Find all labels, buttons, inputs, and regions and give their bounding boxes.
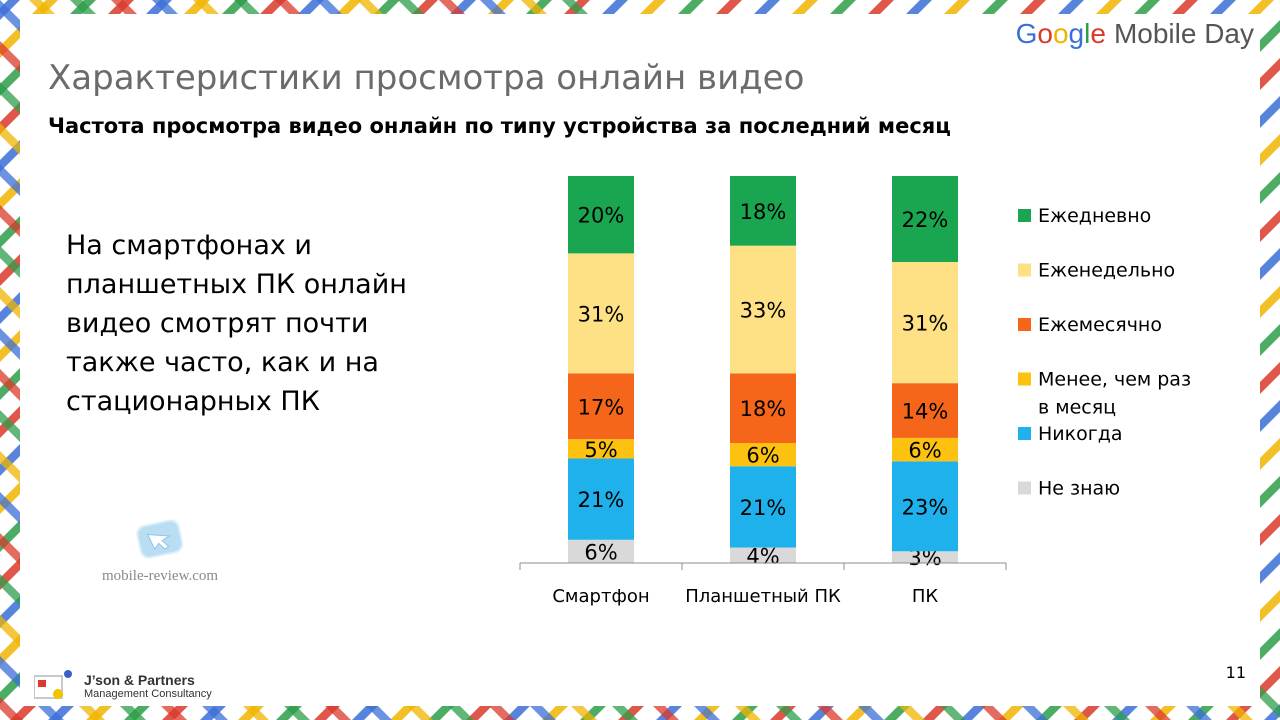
- legend-swatch: [1018, 263, 1031, 277]
- data-label: 33%: [740, 299, 787, 323]
- bar-segment: [892, 383, 958, 438]
- x-tick-label: Планшетный ПК: [685, 586, 841, 607]
- data-label: 5%: [584, 438, 617, 462]
- chart-title: Частота просмотра видео онлайн по типу у…: [48, 114, 951, 138]
- bar-segment: [730, 373, 796, 444]
- data-label: 18%: [740, 200, 787, 224]
- google-letter: o: [1037, 18, 1053, 49]
- bar-segment: [892, 262, 958, 384]
- bar-segment: [730, 176, 796, 246]
- bar-segment: [892, 461, 958, 552]
- bar-segment: [892, 176, 958, 262]
- bar-segment: [892, 551, 958, 563]
- data-label: 17%: [578, 395, 625, 419]
- legend-swatch: [1018, 209, 1031, 222]
- border-stripe: [0, 0, 197, 720]
- legend-label: Ежедневно: [1038, 205, 1151, 227]
- watermark: mobile-review.com: [100, 514, 220, 585]
- bar-segment: [730, 547, 796, 563]
- google-logo: Google: [1016, 18, 1106, 49]
- bar-segment: [568, 373, 634, 440]
- bar-segment: [892, 437, 958, 462]
- bar-segment: [568, 439, 634, 459]
- data-label: 31%: [578, 302, 625, 326]
- google-letter: l: [1084, 18, 1091, 49]
- data-label: 22%: [902, 208, 949, 232]
- page-title: Характеристики просмотра онлайн видео: [48, 58, 805, 98]
- google-letter: o: [1052, 18, 1069, 49]
- slide: [20, 14, 1260, 706]
- company-name: J’son & Partners: [84, 672, 195, 688]
- google-letter: g: [1068, 18, 1085, 49]
- data-label: 18%: [740, 397, 787, 421]
- page-number: 11: [1225, 663, 1246, 682]
- watermark-text: mobile-review.com: [101, 568, 219, 584]
- legend-label: Менее, чем раз в месяц: [1038, 369, 1191, 419]
- x-tick-label: Смартфон: [552, 586, 649, 607]
- bar-segment: [730, 443, 796, 467]
- google-letter: G: [1015, 18, 1038, 49]
- bar-segment: [568, 253, 634, 374]
- google-mobile-day-logo: Google Mobile Day: [1016, 18, 1254, 50]
- data-label: 6%: [746, 444, 779, 468]
- bar-segment: [730, 245, 796, 374]
- x-tick-label: ПК: [912, 586, 939, 607]
- bar-segment: [568, 176, 634, 254]
- event-name: Mobile Day: [1113, 18, 1254, 49]
- company-logo-icon: [34, 670, 72, 699]
- summary-note: На смартфонах и планшетных ПК онлайн вид…: [66, 230, 407, 417]
- google-letter: e: [1090, 18, 1106, 49]
- data-label: 6%: [908, 439, 941, 463]
- company-tagline: Management Consultancy: [84, 688, 212, 700]
- bar-segment: [568, 458, 634, 540]
- data-label: 31%: [902, 312, 949, 336]
- data-label: 4%: [746, 544, 779, 568]
- legend-label: Не знаю: [1038, 478, 1120, 500]
- legend-swatch: [1018, 318, 1031, 331]
- data-label: 20%: [578, 204, 625, 228]
- legend-swatch: [1018, 372, 1031, 386]
- legend-label: Никогда: [1038, 423, 1123, 445]
- data-label: 6%: [584, 540, 617, 564]
- data-label: 21%: [578, 488, 625, 512]
- bar-segment: [568, 539, 634, 563]
- legend-swatch: [1018, 481, 1031, 495]
- bar-segment: [730, 466, 796, 548]
- legend-label: Ежемесячно: [1038, 314, 1162, 336]
- data-label: 14%: [902, 400, 949, 424]
- data-label: 23%: [902, 495, 949, 519]
- arrow-cursor-icon: [136, 519, 184, 559]
- data-label: 21%: [740, 496, 787, 520]
- legend-label: Еженедельно: [1038, 260, 1175, 282]
- legend-swatch: [1018, 427, 1031, 440]
